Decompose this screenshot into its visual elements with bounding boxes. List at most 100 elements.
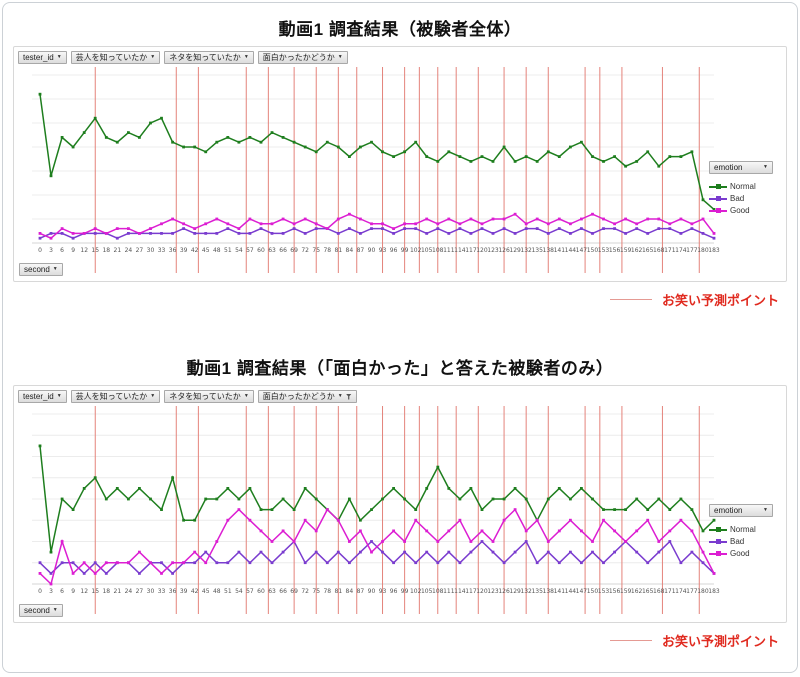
svg-text:105: 105	[421, 588, 433, 595]
svg-text:165: 165	[642, 588, 654, 595]
svg-text:81: 81	[335, 588, 343, 595]
svg-text:48: 48	[213, 588, 221, 595]
svg-text:99: 99	[401, 588, 409, 595]
svg-text:108: 108	[432, 588, 444, 595]
svg-text:33: 33	[158, 247, 166, 254]
svg-text:69: 69	[290, 247, 298, 254]
chevron-down-icon: ▼	[52, 607, 58, 613]
svg-text:117: 117	[465, 588, 477, 595]
svg-text:72: 72	[301, 247, 309, 254]
svg-text:159: 159	[620, 247, 632, 254]
svg-text:144: 144	[565, 247, 577, 254]
svg-text:150: 150	[587, 588, 599, 595]
svg-text:0: 0	[38, 247, 42, 254]
svg-text:60: 60	[257, 588, 265, 595]
filter-button-was-funny-filtered[interactable]: 面白かったかどうか ▼	[257, 390, 357, 403]
svg-text:24: 24	[125, 588, 133, 595]
filter-button-was-funny[interactable]: 面白かったかどうか ▼	[257, 51, 348, 64]
svg-text:102: 102	[410, 247, 422, 254]
legend-entry-normal: Normal	[709, 182, 781, 191]
svg-text:33: 33	[158, 588, 166, 595]
svg-text:93: 93	[379, 588, 387, 595]
bad-line-swatch	[709, 196, 727, 201]
chart2-title: 動画1 調査結果（「面白かった」と答えた被験者のみ）	[186, 359, 614, 378]
svg-text:15: 15	[91, 247, 99, 254]
svg-text:174: 174	[675, 588, 687, 595]
svg-text:174: 174	[675, 247, 687, 254]
svg-text:129: 129	[509, 588, 521, 595]
bad-line-swatch	[709, 539, 727, 544]
svg-text:27: 27	[136, 588, 144, 595]
axis-field-button-second[interactable]: second ▼	[19, 263, 63, 276]
svg-text:36: 36	[169, 247, 177, 254]
legend-entry-normal: Normal	[709, 525, 781, 534]
svg-text:21: 21	[114, 247, 122, 254]
svg-text:114: 114	[454, 588, 466, 595]
chart1-plot-zone: 0 3 6 9 12 15 18 21 24 27 30 33 36 39 42 45 48 51 54 57 60 63…	[14, 65, 786, 280]
svg-text:93: 93	[379, 247, 387, 254]
filter-button-tester-id[interactable]: tester_id ▼	[18, 51, 67, 64]
filter-icon	[345, 393, 352, 400]
axis-field-button-second[interactable]: second ▼	[19, 604, 63, 617]
chevron-down-icon: ▼	[243, 393, 249, 399]
chart1-panel: tester_id ▼ 芸人を知っていたか ▼ ネタを知っていたか ▼ 面白かったかど…	[13, 46, 787, 282]
svg-text:57: 57	[246, 588, 254, 595]
svg-text:42: 42	[191, 247, 199, 254]
svg-text:36: 36	[169, 588, 177, 595]
svg-text:6: 6	[60, 247, 64, 254]
svg-text:144: 144	[565, 588, 577, 595]
svg-text:24: 24	[125, 247, 133, 254]
chart2-annotation-label: お笑い予測ポイント	[661, 633, 779, 649]
svg-text:129: 129	[509, 247, 521, 254]
svg-text:51: 51	[224, 247, 232, 254]
svg-text:12: 12	[80, 588, 88, 595]
chevron-down-icon: ▼	[243, 54, 249, 60]
svg-text:177: 177	[686, 247, 698, 254]
svg-text:63: 63	[268, 247, 276, 254]
good-line-swatch	[709, 551, 727, 556]
svg-text:75: 75	[312, 247, 320, 254]
svg-text:18: 18	[102, 588, 110, 595]
svg-text:132: 132	[520, 588, 532, 595]
filter-button-knew-material[interactable]: ネタを知っていたか ▼	[164, 51, 254, 64]
filter-button-tester-id[interactable]: tester_id ▼	[18, 390, 67, 403]
svg-text:153: 153	[598, 588, 610, 595]
svg-text:3: 3	[49, 247, 53, 254]
svg-text:138: 138	[543, 588, 555, 595]
svg-text:75: 75	[312, 588, 320, 595]
svg-text:147: 147	[576, 247, 588, 254]
normal-line-swatch	[709, 527, 727, 532]
chevron-down-icon: ▼	[337, 393, 343, 399]
svg-text:168: 168	[653, 588, 665, 595]
svg-text:162: 162	[631, 588, 643, 595]
svg-text:87: 87	[357, 247, 365, 254]
svg-text:84: 84	[346, 247, 354, 254]
filter-button-knew-comedian[interactable]: 芸人を知っていたか ▼	[70, 390, 161, 403]
svg-text:96: 96	[390, 247, 398, 254]
svg-text:123: 123	[487, 247, 499, 254]
svg-text:90: 90	[368, 588, 376, 595]
svg-text:177: 177	[686, 588, 698, 595]
legend-field-button-emotion[interactable]: emotion ▼	[709, 161, 773, 174]
svg-text:90: 90	[368, 247, 376, 254]
chart1-filter-row: tester_id ▼ 芸人を知っていたか ▼ ネタを知っていたか ▼ 面白かったかど…	[14, 47, 786, 65]
svg-text:102: 102	[410, 588, 422, 595]
svg-text:87: 87	[357, 588, 365, 595]
svg-text:162: 162	[631, 247, 643, 254]
legend-entry-bad: Bad	[709, 537, 781, 546]
svg-text:156: 156	[609, 588, 621, 595]
legend-field-button-emotion[interactable]: emotion ▼	[709, 504, 773, 517]
svg-text:180: 180	[697, 588, 709, 595]
svg-text:105: 105	[421, 247, 433, 254]
svg-text:54: 54	[235, 588, 243, 595]
filter-button-knew-comedian[interactable]: 芸人を知っていたか ▼	[70, 51, 161, 64]
chart2-plot-zone: 0 3 6 9 12 15 18 21 24 27 30 33 36 39 42 45 48 51 54 57 60 63…	[14, 404, 786, 621]
normal-line-swatch	[709, 184, 727, 189]
chevron-down-icon: ▼	[763, 164, 768, 170]
svg-text:84: 84	[346, 588, 354, 595]
filter-button-knew-material[interactable]: ネタを知っていたか ▼	[164, 390, 254, 403]
svg-text:9: 9	[71, 588, 75, 595]
svg-text:99: 99	[401, 247, 409, 254]
svg-text:30: 30	[147, 588, 155, 595]
